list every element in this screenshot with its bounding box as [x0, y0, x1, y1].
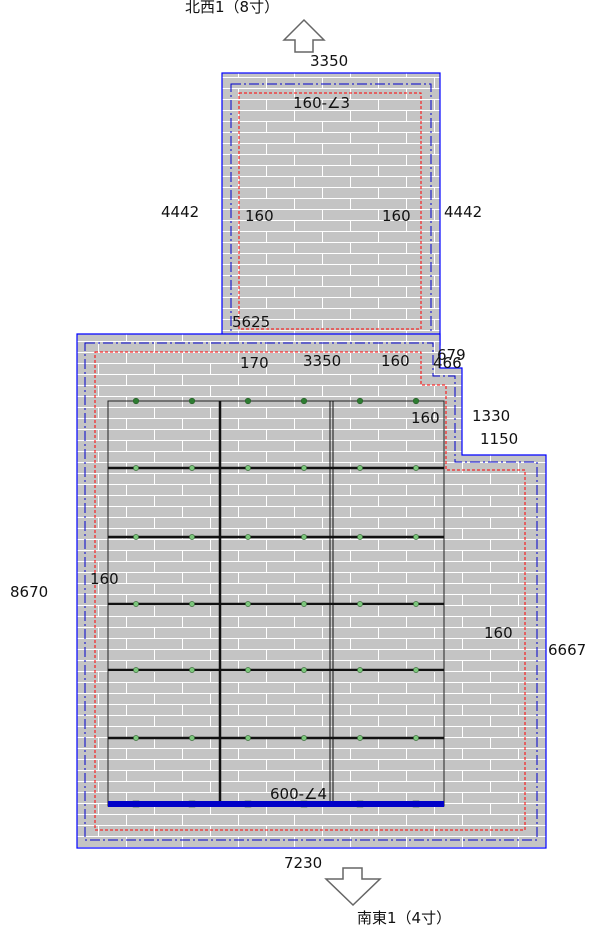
- south-notch-dim-b: 466: [433, 354, 462, 372]
- south-top-width: 3350: [303, 352, 341, 370]
- mount-point: [301, 465, 307, 471]
- mount-point: [301, 601, 307, 607]
- south-margin-top-right: 160: [381, 352, 410, 370]
- mount-point: [189, 601, 195, 607]
- mount-point: [412, 397, 420, 405]
- mount-point: [245, 735, 251, 741]
- north-left-dim: 4442: [161, 203, 199, 221]
- south-offset-line: [94, 351, 526, 831]
- mount-point: [245, 601, 251, 607]
- mount-point: [133, 534, 139, 540]
- north-spec-label: 160-∠3: [293, 94, 350, 112]
- mount-point: [133, 465, 139, 471]
- panel-mount-points: [132, 397, 420, 808]
- south-left-dim: 8670: [10, 583, 48, 601]
- panel-grid-lines: [108, 401, 444, 806]
- south-spec-label: 600-∠4: [270, 785, 327, 803]
- solar-panel-array: [107, 397, 445, 808]
- south-margin-right: 160: [484, 624, 513, 642]
- mount-point: [188, 397, 196, 405]
- south-roof-face: [76, 333, 547, 849]
- mount-point: [245, 534, 251, 540]
- up-arrow-icon: [282, 18, 326, 53]
- mount-point: [413, 534, 419, 540]
- south-roof-outline: [76, 333, 547, 849]
- down-arrow-icon: [324, 867, 382, 907]
- north-bottom-dim: 5625: [232, 313, 270, 331]
- north-direction-label: 北西1（8寸）: [185, 0, 279, 16]
- north-offset-line: [238, 92, 422, 330]
- mount-point: [244, 397, 252, 405]
- mount-point: [189, 534, 195, 540]
- north-margin-right: 160: [382, 207, 411, 225]
- mount-point: [357, 735, 363, 741]
- mount-point: [300, 397, 308, 405]
- mount-point: [189, 735, 195, 741]
- south-margin-left: 160: [90, 570, 119, 588]
- south-eave-line: [84, 342, 538, 841]
- mount-point: [357, 534, 363, 540]
- south-direction-label: 南東1（4寸）: [357, 909, 451, 927]
- south-step-dim-upper: 1330: [472, 407, 510, 425]
- mount-point: [301, 735, 307, 741]
- mount-point: [189, 667, 195, 673]
- south-direction-arrow: [324, 867, 382, 907]
- mount-point: [245, 667, 251, 673]
- north-right-dim: 4442: [444, 203, 482, 221]
- mount-point: [413, 735, 419, 741]
- mount-point: [133, 667, 139, 673]
- south-right-dim: 6667: [548, 641, 586, 659]
- drawing-labels: 北西1（8寸） 3350 160-∠3 4442 160 160 4442 56…: [10, 0, 586, 927]
- mount-point: [133, 601, 139, 607]
- mount-point: [301, 667, 307, 673]
- south-step-dim-lower: 1150: [480, 430, 518, 448]
- north-margin-left: 160: [245, 207, 274, 225]
- mount-point: [413, 601, 419, 607]
- mount-point: [413, 667, 419, 673]
- mount-point: [357, 465, 363, 471]
- mount-point: [356, 397, 364, 405]
- north-roof-outline: [221, 72, 441, 346]
- mount-point: [301, 534, 307, 540]
- north-width-dim: 3350: [310, 52, 348, 70]
- mount-point: [245, 465, 251, 471]
- mount-point: [357, 667, 363, 673]
- north-roof-face: [221, 72, 441, 346]
- mount-point: [413, 465, 419, 471]
- mount-point: [189, 465, 195, 471]
- south-width-dim: 7230: [284, 854, 322, 872]
- mount-point: [132, 397, 140, 405]
- mount-point: [357, 601, 363, 607]
- south-margin-inner: 160: [411, 409, 440, 427]
- base-rail: [108, 801, 444, 807]
- mount-point: [133, 735, 139, 741]
- south-notch-dim-a: 679: [437, 346, 466, 364]
- south-margin-top-left: 170: [240, 354, 269, 372]
- north-direction-arrow: [282, 18, 326, 53]
